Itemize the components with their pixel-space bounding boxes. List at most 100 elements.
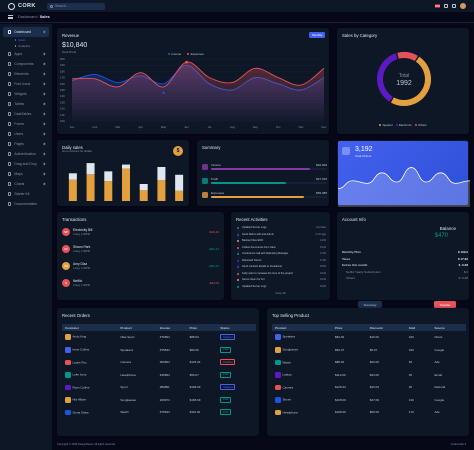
daily-bar-secondary[interactable] <box>86 163 95 175</box>
sidebar-item-authentication[interactable]: Authentication <box>3 149 49 159</box>
cell-product: Watch <box>117 406 157 419</box>
sidebar-item-users[interactable]: Users <box>3 129 49 139</box>
daily-bar-primary[interactable] <box>139 190 148 201</box>
sidebar-subitem-sales[interactable]: Sales <box>0 37 52 43</box>
table-row[interactable]: Laurie Fox Camera #66894 $126.04 Pending <box>62 356 256 369</box>
book-icon <box>8 202 12 206</box>
legend-others[interactable]: Others <box>414 123 427 127</box>
summary-button[interactable]: Summary <box>358 301 382 308</box>
activity-item[interactable]: Conference call with Marketing Manager 17… <box>237 252 326 261</box>
legend-expenses[interactable]: Expenses <box>187 52 204 56</box>
sidebar-item-widgets[interactable]: Widgets <box>3 89 49 99</box>
menu-toggle-icon[interactable] <box>8 15 13 19</box>
search-input[interactable]: Search... <box>55 4 69 8</box>
daily-bar-secondary[interactable] <box>139 184 148 191</box>
column-header-price[interactable]: Price <box>186 324 218 331</box>
search-box[interactable]: Search... <box>47 2 105 10</box>
daily-bar-secondary[interactable] <box>68 173 77 180</box>
sidebar-item-charts[interactable]: Charts <box>3 179 49 189</box>
table-row[interactable]: Luke Ivory Headphone #46894 $56.07 Paid <box>62 368 256 382</box>
table-row[interactable]: Camera $126.04 $26.04 30 Referral <box>272 381 466 394</box>
daily-bar-secondary[interactable] <box>157 167 166 181</box>
table-row[interactable]: Andy King Nike Sport #76894 $88.00 Shipped <box>62 331 256 344</box>
sidebar-item-components[interactable]: Components <box>3 59 49 69</box>
revenue-peak-point[interactable] <box>185 60 188 64</box>
column-header-product[interactable]: Product <box>117 324 157 331</box>
daily-bar-primary[interactable] <box>86 174 95 201</box>
column-header-source[interactable]: Source <box>431 324 466 331</box>
sidebar-item-forms[interactable]: Forms <box>3 119 49 129</box>
activity-item[interactable]: Send Mail to HR and Admin 2 min ago <box>237 233 326 241</box>
column-header-status[interactable]: Status <box>217 324 256 331</box>
language-flag-icon[interactable] <box>435 4 440 8</box>
sidebar-item-maps[interactable]: Maps <box>3 169 49 179</box>
sidebar-item-font-icons[interactable]: Font Icons <box>3 79 49 89</box>
sidebar-item-documentation[interactable]: Documentation <box>3 199 49 209</box>
activity-item[interactable]: Server down for 1hr 19:00 <box>237 278 326 287</box>
revenue-y-tick: 20K <box>60 57 65 61</box>
sidebar-item-apps[interactable]: Apps <box>3 49 49 59</box>
revenue-line-income[interactable] <box>71 61 325 88</box>
daily-bar-primary[interactable] <box>68 179 77 201</box>
activity-item[interactable]: Updated Server Logs 19:00 <box>237 285 326 292</box>
activity-item[interactable]: Send contract details to Freelancer 18:00 <box>237 265 326 274</box>
breadcrumb-parent[interactable]: Dashboard <box>18 15 37 19</box>
donut-slice-others[interactable] <box>397 52 418 62</box>
sidebar-item-drag-and-drop[interactable]: Drag and Drop <box>3 159 49 169</box>
user-avatar[interactable] <box>460 3 466 9</box>
column-header-invoice[interactable]: Invoice <box>156 324 187 331</box>
column-header-customer[interactable]: Customer <box>62 324 118 331</box>
daily-bar-secondary[interactable] <box>175 174 184 191</box>
activity-item[interactable]: Backup Files EOD 14:00 <box>237 239 326 248</box>
sidebar-item-pages[interactable]: Pages <box>3 139 49 149</box>
transfer-button[interactable]: Transfer <box>434 301 456 308</box>
table-row[interactable]: Nia Hillyer Sunglasses #26974 $168.09 Paid <box>62 393 256 407</box>
legend-income[interactable]: Income <box>168 52 181 56</box>
daily-bar-primary[interactable] <box>104 181 113 201</box>
activity-item[interactable]: Updated Server Logs Just Now <box>237 226 326 235</box>
cell-invoice: #89891 <box>156 381 187 394</box>
daily-bar-secondary[interactable] <box>104 171 113 182</box>
revenue-point[interactable] <box>162 91 165 95</box>
daily-bar-primary[interactable] <box>175 190 184 201</box>
sidebar-item-starter-kit[interactable]: Starter Kit <box>3 189 49 199</box>
row-thumbnail <box>275 359 281 365</box>
activity-item[interactable]: Kelly want to increase the time of the p… <box>237 272 326 280</box>
table-row[interactable]: Speakers $84.00 $10.00 240 Direct <box>272 331 466 344</box>
column-header-price[interactable]: Price <box>331 324 367 331</box>
daily-bar-primary[interactable] <box>157 180 166 201</box>
transaction-row[interactable]: N Netflix 4 Aug, 1:00PM -$32.00 <box>62 278 219 290</box>
table-row[interactable]: Sunglasses $56.07 $5.07 190 Google <box>272 343 466 357</box>
transaction-row[interactable]: SP Shaun Park 4 Aug, 1:00PM +$66.44 <box>62 244 219 256</box>
app-logo[interactable]: CORK <box>0 2 40 10</box>
transaction-row[interactable]: SP Electricity Bill 4 Aug, 1:00PM -$16.44 <box>62 227 219 239</box>
table-row[interactable]: Laptop $110.00 $33.00 35 Email <box>272 368 466 382</box>
transaction-row[interactable]: AD Amy Diaz 4 Aug, 1:00PM +$66.44 <box>62 261 219 273</box>
revenue-period-dropdown[interactable]: Monthly <box>309 32 325 39</box>
sidebar-item-elements[interactable]: Elements <box>3 69 49 79</box>
daily-bar-secondary[interactable] <box>122 164 130 169</box>
column-header-discount[interactable]: Discount <box>366 324 406 331</box>
donut-slice-apparel[interactable] <box>390 56 431 106</box>
table-row[interactable]: Irene Collins Speakers #75844 $84.00 Paid <box>62 343 256 357</box>
sidebar-item-datatables[interactable]: DataTables <box>3 109 49 119</box>
sidebar-item-tables[interactable]: Tables <box>3 99 49 109</box>
mail-icon[interactable] <box>444 4 448 8</box>
table-row[interactable]: Ryan Collins Sport #89891 $108.09 Shipped <box>62 381 256 394</box>
donut-slice-electronic[interactable] <box>377 53 398 102</box>
table-row[interactable]: Watch $88.00 $20.00 66 Ads <box>272 356 466 369</box>
activity-item[interactable]: Rebooted Server 17:00 <box>237 259 326 267</box>
column-header-product[interactable]: Product <box>272 324 332 331</box>
sidebar-item-dashboard[interactable]: Dashboard <box>3 27 49 37</box>
daily-bar-primary[interactable] <box>122 168 130 201</box>
bell-icon[interactable] <box>452 4 456 8</box>
activity-item[interactable]: Collect documents from Sara 16:00 <box>237 246 326 254</box>
legend-apparel[interactable]: Apparel <box>379 123 393 127</box>
legend-electronic[interactable]: Electronic <box>395 123 412 127</box>
sidebar-subitem-analytics[interactable]: Analytics <box>0 43 52 49</box>
table-row[interactable]: Sonia Shaw Watch #76844 $110.00 Paid <box>62 406 256 419</box>
column-header-sold[interactable]: Sold <box>405 324 432 331</box>
table-row[interactable]: Headphone $168.09 $60.09 170 Ads <box>272 406 466 419</box>
table-row[interactable]: Shoes $108.09 $47.09 130 Google <box>272 393 466 407</box>
view-all-link[interactable]: View All <box>275 291 286 295</box>
